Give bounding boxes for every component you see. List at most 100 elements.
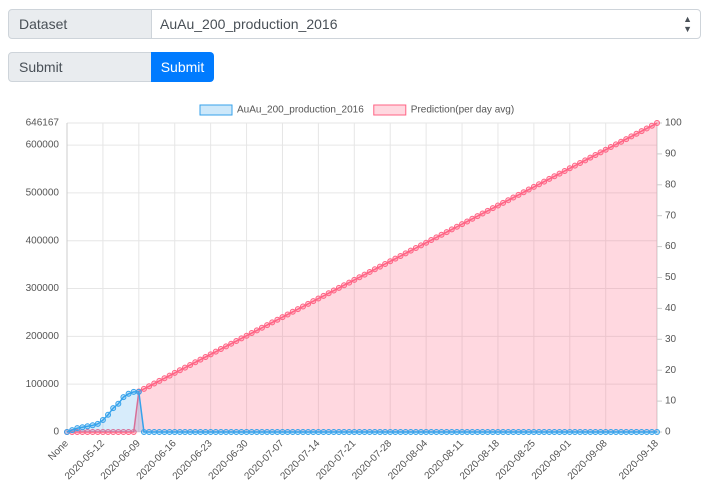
data-point [612, 141, 619, 148]
data-point [633, 130, 640, 137]
data-point [387, 429, 394, 435]
data-point [335, 429, 342, 435]
data-point [602, 429, 609, 435]
y2-tick-label: 90 [665, 149, 677, 160]
y2-tick-label: 30 [665, 334, 677, 345]
data-point [228, 429, 235, 435]
data-point [361, 271, 368, 278]
data-point [397, 252, 404, 259]
data-point [582, 157, 589, 164]
legend-swatch [373, 104, 407, 116]
dataset-value[interactable]: AuAu_200_production_2016 [160, 16, 338, 32]
data-point [371, 429, 378, 435]
data-point [341, 429, 348, 435]
data-point [577, 429, 584, 435]
dataset-label: Dataset [8, 9, 152, 39]
data-point [633, 429, 640, 435]
data-point [510, 194, 517, 201]
data-point [546, 175, 553, 182]
data-point [182, 364, 188, 371]
data-point [582, 429, 589, 435]
data-point [438, 231, 445, 238]
data-point [453, 223, 460, 230]
data-point [515, 429, 522, 435]
y-tick-label: 100000 [26, 379, 60, 390]
data-point [176, 367, 183, 374]
data-point [618, 138, 625, 145]
data-point [146, 429, 153, 435]
data-point [166, 429, 173, 435]
data-point [505, 429, 512, 435]
data-point [79, 424, 86, 431]
data-point [561, 429, 568, 435]
data-point [110, 405, 117, 412]
dataset-select[interactable]: AuAu_200_production_2016 ▲ ▼ [151, 9, 701, 39]
data-point [279, 314, 286, 321]
data-point [223, 429, 230, 435]
y-tick-label: 500000 [26, 188, 60, 199]
data-point [238, 335, 245, 342]
data-point [130, 388, 137, 395]
submit-label: Submit [8, 52, 152, 82]
y-tick-label: 400000 [26, 235, 60, 246]
data-point [217, 346, 224, 353]
data-point [448, 226, 455, 233]
select-arrows: ▲ ▼ [683, 14, 692, 34]
data-point [382, 429, 389, 435]
data-point [638, 128, 645, 135]
data-point [187, 361, 194, 368]
data-point [592, 429, 599, 435]
data-point [294, 306, 301, 313]
data-point [469, 429, 476, 435]
data-point [587, 429, 594, 435]
submit-button[interactable]: Submit [151, 52, 214, 82]
data-point [530, 429, 537, 435]
data-point [551, 173, 558, 180]
data-point [520, 429, 527, 435]
data-point [464, 429, 471, 435]
x-tick-label: 2020-09-08 [566, 438, 610, 482]
data-point [525, 186, 532, 193]
data-point [356, 429, 363, 435]
y-tick-label: 200000 [26, 331, 60, 342]
data-point [418, 429, 424, 435]
data-point [556, 170, 563, 177]
data-point [346, 279, 353, 286]
data-point [412, 245, 419, 252]
data-point [325, 290, 332, 297]
data-point [156, 429, 163, 435]
data-point [597, 429, 604, 435]
data-point [443, 229, 450, 236]
data-point [433, 429, 440, 435]
data-point [566, 429, 573, 435]
data-point [182, 429, 188, 435]
data-point [171, 369, 178, 376]
data-point [84, 423, 91, 430]
data-point [551, 429, 558, 435]
data-point [300, 303, 306, 310]
data-point [541, 429, 548, 435]
data-point [607, 144, 614, 151]
data-point [151, 380, 158, 387]
data-point [74, 425, 81, 432]
x-tick-label: None [46, 438, 71, 463]
data-point [643, 125, 650, 132]
data-point [217, 429, 224, 435]
data-point [515, 191, 522, 198]
data-point [423, 429, 430, 435]
data-point [248, 429, 255, 435]
data-point [654, 429, 660, 435]
data-point [330, 429, 337, 435]
data-point [197, 429, 204, 435]
data-point [69, 427, 76, 434]
data-point [469, 215, 476, 222]
y-tick-label: 646167 [26, 118, 60, 129]
data-point [223, 343, 230, 350]
data-point [248, 330, 255, 337]
data-point [310, 429, 317, 435]
data-point [305, 300, 312, 307]
data-point [161, 375, 168, 382]
data-point [556, 429, 563, 435]
y2-tick-label: 20 [665, 365, 677, 376]
y2-tick-label: 60 [665, 241, 677, 252]
